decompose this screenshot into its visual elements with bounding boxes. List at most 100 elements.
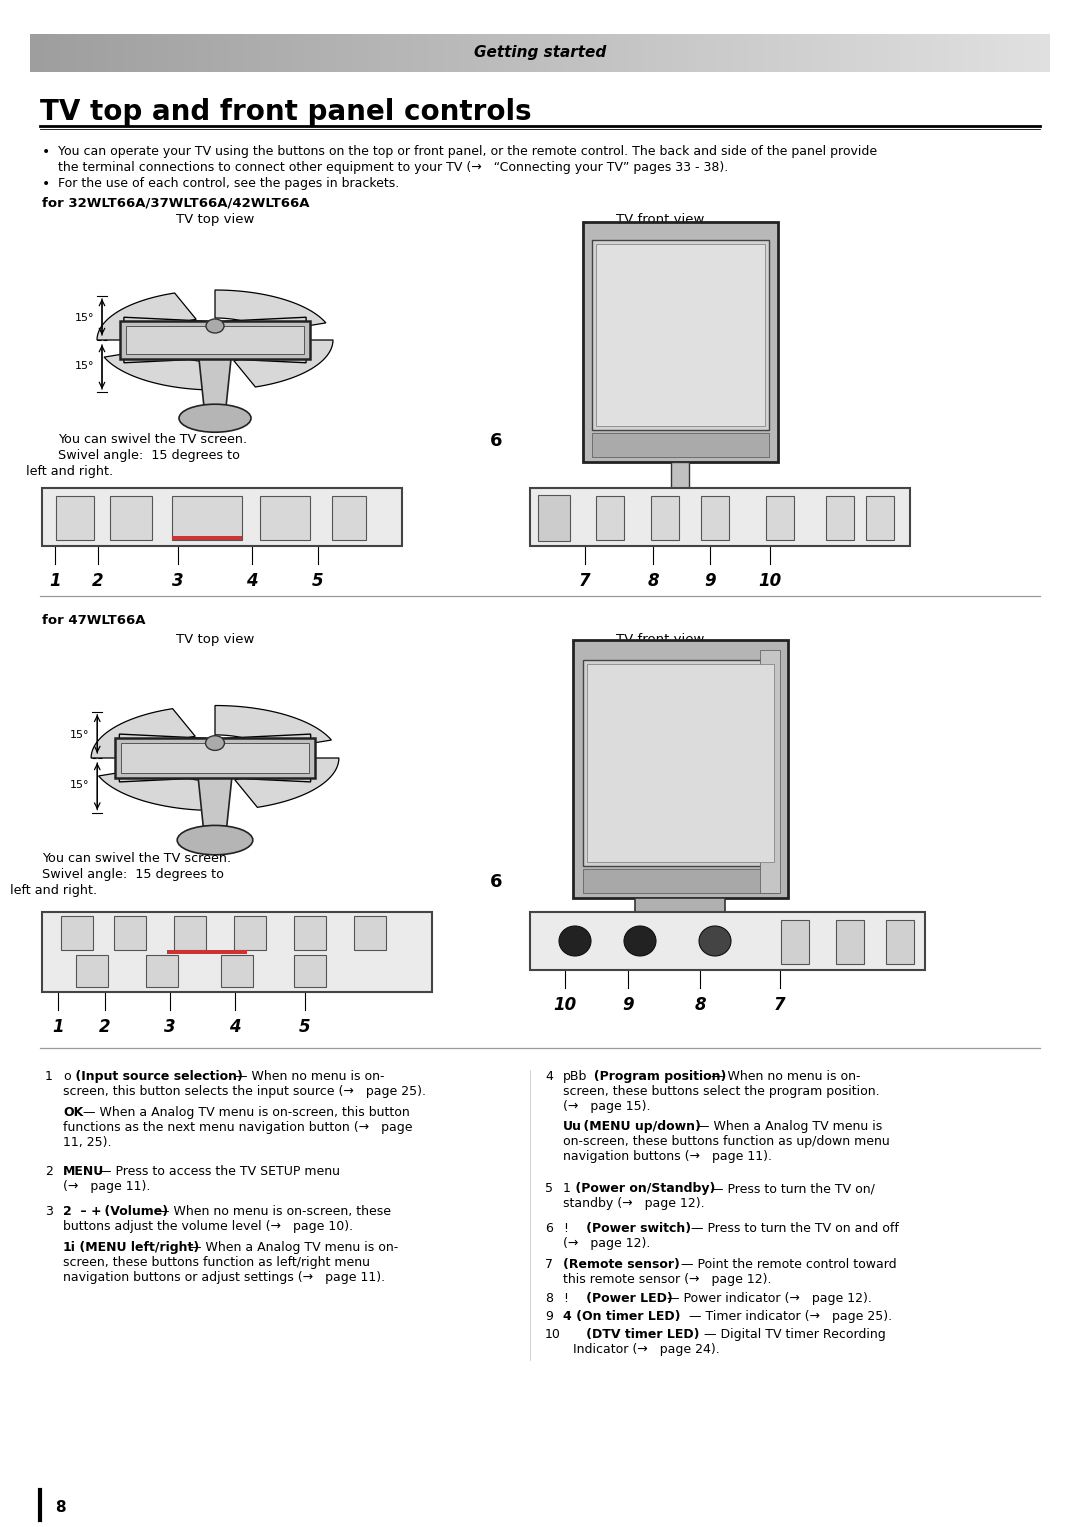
Text: — When no menu is on-: — When no menu is on-: [231, 1070, 384, 1083]
Text: — Press to access the TV SETUP menu: — Press to access the TV SETUP menu: [95, 1165, 340, 1177]
Text: (Program position): (Program position): [585, 1070, 727, 1083]
Bar: [582, 660, 778, 866]
Text: screen, this button selects the input source (→   page 25).: screen, this button selects the input so…: [63, 1086, 426, 1098]
Text: 10: 10: [553, 996, 577, 1014]
Text: 7: 7: [774, 996, 786, 1014]
Bar: [826, 496, 854, 541]
Ellipse shape: [699, 925, 731, 956]
Text: 2: 2: [99, 1019, 111, 1035]
Bar: [671, 463, 689, 490]
Text: •: •: [42, 177, 51, 191]
Ellipse shape: [179, 405, 251, 432]
Bar: [701, 496, 729, 541]
Text: — When a Analog TV menu is: — When a Analog TV menu is: [693, 1119, 882, 1133]
Bar: [172, 496, 242, 541]
Text: (Input source selection): (Input source selection): [71, 1070, 243, 1083]
Text: the terminal connections to connect other equipment to your TV (→   “Connecting : the terminal connections to connect othe…: [58, 160, 728, 174]
Text: You can swivel the TV screen.: You can swivel the TV screen.: [58, 434, 247, 446]
Text: for 47WLT66A: for 47WLT66A: [42, 614, 146, 628]
Bar: [294, 954, 326, 986]
Text: !: !: [563, 1292, 568, 1306]
Bar: [866, 496, 894, 541]
Text: 1: 1: [52, 1019, 64, 1035]
Text: 3: 3: [172, 573, 184, 589]
Bar: [572, 640, 787, 898]
Bar: [126, 325, 303, 354]
Bar: [638, 490, 666, 508]
Text: — When no menu is on-screen, these: — When no menu is on-screen, these: [153, 1205, 391, 1219]
Text: (MENU left/right): (MENU left/right): [75, 1241, 199, 1254]
Text: Getting started: Getting started: [474, 46, 606, 61]
Text: Indicator (→   page 24).: Indicator (→ page 24).: [573, 1344, 719, 1356]
Bar: [766, 496, 794, 541]
Text: 5: 5: [312, 573, 324, 589]
Text: For the use of each control, see the pages in brackets.: For the use of each control, see the pag…: [58, 177, 400, 189]
Bar: [76, 954, 108, 986]
Text: 1: 1: [50, 573, 60, 589]
Ellipse shape: [559, 925, 591, 956]
Bar: [694, 490, 723, 508]
Text: 7: 7: [579, 573, 591, 589]
Bar: [167, 950, 247, 954]
Text: on-screen, these buttons function as up/down menu: on-screen, these buttons function as up/…: [563, 1135, 890, 1148]
Text: pBb: pBb: [563, 1070, 588, 1083]
Text: — Timer indicator (→   page 25).: — Timer indicator (→ page 25).: [685, 1310, 892, 1322]
Text: •: •: [42, 145, 51, 159]
Bar: [174, 916, 206, 950]
Polygon shape: [97, 293, 197, 341]
Bar: [294, 916, 326, 950]
Text: — Digital TV timer Recording: — Digital TV timer Recording: [700, 1328, 886, 1341]
Polygon shape: [215, 290, 326, 333]
Polygon shape: [199, 777, 232, 828]
Text: 15°: 15°: [70, 730, 90, 741]
Text: You can swivel the TV screen.: You can swivel the TV screen.: [42, 852, 231, 864]
Text: (Power on/Standby): (Power on/Standby): [571, 1182, 715, 1196]
Text: left and right.: left and right.: [2, 466, 113, 478]
Text: 4: 4: [246, 573, 258, 589]
Text: 8: 8: [545, 1292, 553, 1306]
Text: !: !: [563, 1222, 568, 1235]
Text: 9: 9: [622, 996, 634, 1014]
Text: functions as the next menu navigation button (→   page: functions as the next menu navigation bu…: [63, 1121, 413, 1135]
Text: (Power LED): (Power LED): [573, 1292, 673, 1306]
Bar: [120, 321, 310, 359]
Polygon shape: [234, 757, 339, 808]
Text: (Power switch): (Power switch): [573, 1222, 691, 1235]
Text: — Point the remote control toward: — Point the remote control toward: [677, 1258, 896, 1270]
Text: TV front view: TV front view: [616, 212, 704, 226]
Text: OK: OK: [63, 1106, 83, 1119]
Ellipse shape: [206, 319, 224, 333]
Text: — When a Analog TV menu is on-: — When a Analog TV menu is on-: [185, 1241, 399, 1254]
Text: 3: 3: [45, 1205, 53, 1219]
Ellipse shape: [205, 736, 225, 750]
Text: — When no menu is on-: — When no menu is on-: [707, 1070, 861, 1083]
Text: Swivel angle:  15 degrees to: Swivel angle: 15 degrees to: [42, 867, 224, 881]
Text: MENU: MENU: [63, 1165, 105, 1177]
Text: 5: 5: [299, 1019, 311, 1035]
Bar: [582, 221, 778, 463]
Text: screen, these buttons select the program position.: screen, these buttons select the program…: [563, 1086, 879, 1098]
Bar: [221, 954, 253, 986]
Bar: [56, 496, 94, 541]
Text: o: o: [63, 1070, 70, 1083]
Text: 10: 10: [545, 1328, 561, 1341]
Text: 8: 8: [694, 996, 706, 1014]
Bar: [172, 536, 242, 541]
Bar: [114, 916, 146, 950]
Text: (Remote sensor): (Remote sensor): [563, 1258, 680, 1270]
Text: TV top and front panel controls: TV top and front panel controls: [40, 98, 531, 127]
Text: 1i: 1i: [63, 1241, 76, 1254]
Text: standby (→   page 12).: standby (→ page 12).: [563, 1197, 704, 1209]
Text: (→   page 15).: (→ page 15).: [563, 1099, 650, 1113]
Text: TV top view: TV top view: [176, 634, 254, 646]
Text: screen, these buttons function as left/right menu: screen, these buttons function as left/r…: [63, 1257, 370, 1269]
Bar: [530, 912, 924, 970]
Text: — Press to turn the TV on and off: — Press to turn the TV on and off: [687, 1222, 899, 1235]
Text: MENU: MENU: [124, 498, 149, 507]
Bar: [116, 738, 314, 777]
Text: 3: 3: [164, 1019, 176, 1035]
Text: — When a Analog TV menu is on-screen, this button: — When a Analog TV menu is on-screen, th…: [79, 1106, 409, 1119]
Text: 6: 6: [489, 432, 502, 450]
Bar: [836, 919, 864, 964]
Polygon shape: [98, 767, 215, 811]
